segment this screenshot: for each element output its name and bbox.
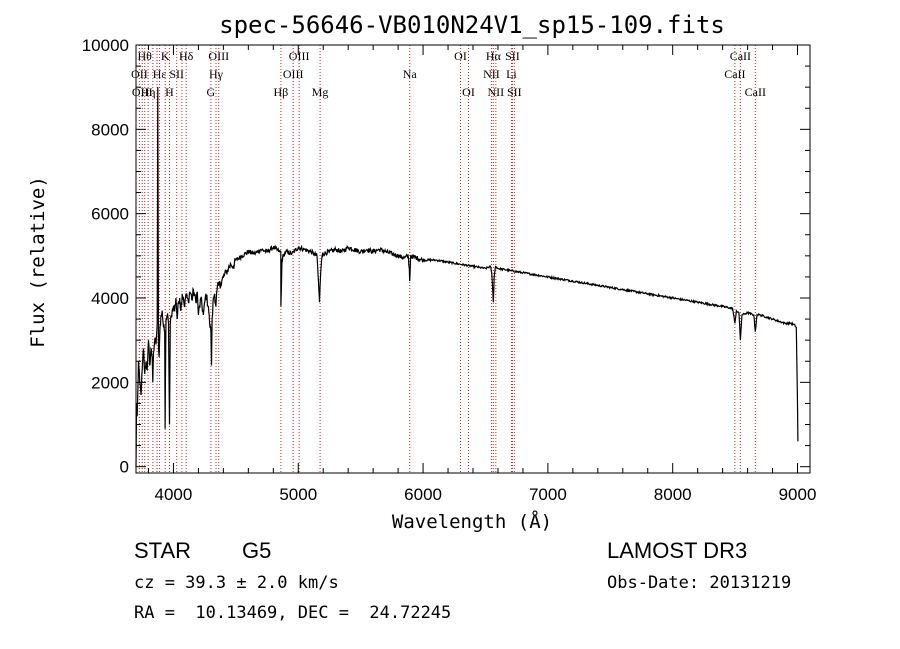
spectral-line-label: SII [507, 85, 522, 99]
spectral-line-label: H [165, 85, 174, 99]
flux-series-line [135, 87, 799, 467]
spectral-line-label: SII [505, 49, 520, 63]
spectral-line-label: Na [403, 67, 418, 81]
axis-ticks: 4000 5000 6000 7000 8000 9000 0 2000 4000 6000 800… [82, 36, 817, 504]
spectral-line-label: CaII [724, 67, 745, 81]
y-tick-label: 2000 [91, 373, 129, 392]
spectral-line-label: Hε [153, 67, 167, 81]
y-tick-label: 4000 [91, 289, 129, 308]
spectral-line-label: Hθ [138, 49, 153, 63]
x-tick-label: 7000 [529, 485, 567, 504]
spectral-line-label: G [207, 85, 216, 99]
x-tick-label: 8000 [654, 485, 692, 504]
spectral-line-label: SII [169, 67, 184, 81]
survey-name: LAMOST DR3 [607, 538, 748, 563]
coordinates: RA = 10.13469, DEC = 24.72245 [134, 603, 452, 623]
spectral-line-label: Hδ [179, 49, 194, 63]
x-tick-label: 9000 [779, 485, 817, 504]
spectral-line-label: OII [131, 67, 148, 81]
y-tick-label: 6000 [91, 205, 129, 224]
spectral-line-markers [138, 45, 756, 473]
spectral-line-label: OIII [208, 49, 229, 63]
object-class: STAR [134, 538, 192, 563]
spectrum-chart: spec-56646-VB010N24V1_sp15-109.fits OIIO… [27, 11, 817, 533]
spectral-line-label: CaII [730, 49, 751, 63]
spectral-line-label: OIII [289, 49, 310, 63]
spectral-line-label: OI [454, 49, 467, 63]
y-tick-label: 8000 [91, 120, 129, 139]
x-tick-label: 5000 [279, 485, 317, 504]
x-axis-label: Wavelength (Å) [392, 510, 552, 533]
spectral-line-label: Hη [141, 85, 156, 99]
object-subclass: G5 [242, 538, 272, 563]
y-tick-label: 10000 [82, 36, 129, 55]
obs-date: Obs-Date: 20131219 [607, 573, 792, 593]
spectral-line-label: Li [506, 67, 517, 81]
spectral-line-label: Hγ [209, 67, 224, 81]
y-tick-label: 0 [120, 458, 129, 477]
spectral-line-label: Hβ [274, 85, 289, 99]
chart-title: spec-56646-VB010N24V1_sp15-109.fits [219, 11, 725, 39]
spectral-line-label: OI [462, 85, 475, 99]
redshift-value: cz = 39.3 ± 2.0 km/s [134, 573, 339, 593]
spectral-line-label: K [161, 49, 170, 63]
spectral-line-label: NII [488, 85, 505, 99]
spectral-line-label: Hα [486, 49, 502, 63]
y-axis-label: Flux (relative) [27, 176, 49, 348]
spectral-line-labels: OII OIII Hθ Hη Hε K H SII Hδ G Hγ OIII Hβ OIII OIII Mg N… [131, 49, 766, 99]
spectral-line-label: NII [483, 67, 500, 81]
x-tick-label: 4000 [155, 485, 193, 504]
spectral-line-label: CaII [745, 85, 766, 99]
spectral-line-label: Mg [312, 85, 329, 99]
spectral-line-label: OIII [283, 67, 304, 81]
spectral-line-label: OIII [132, 85, 153, 99]
x-tick-label: 6000 [404, 485, 442, 504]
